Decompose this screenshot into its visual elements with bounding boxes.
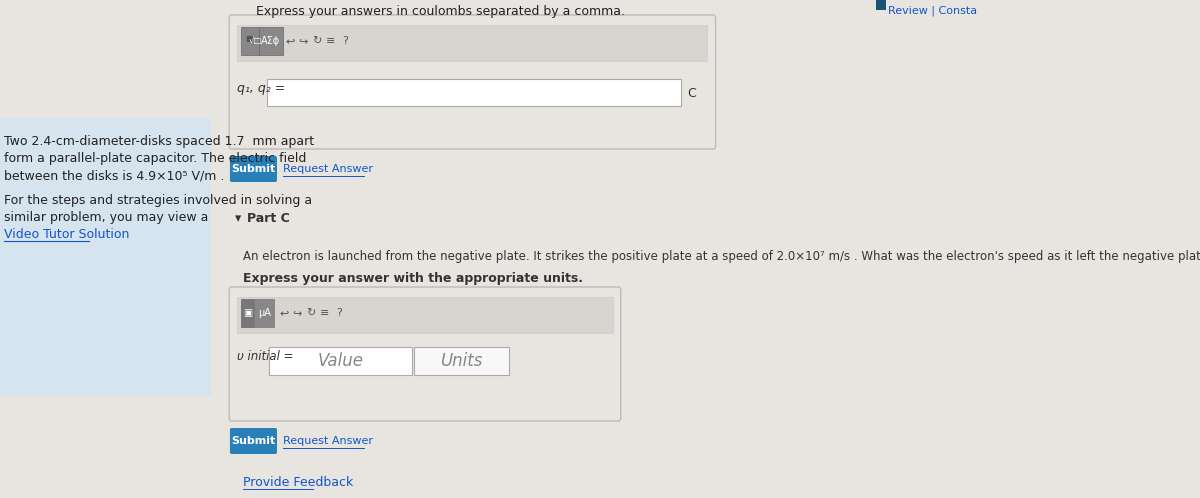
Text: AΣϕ: AΣϕ — [262, 36, 281, 46]
Text: ?: ? — [342, 36, 348, 46]
FancyBboxPatch shape — [236, 25, 707, 61]
FancyBboxPatch shape — [268, 79, 680, 106]
FancyBboxPatch shape — [230, 156, 277, 182]
Text: √□: √□ — [248, 36, 262, 45]
Text: ↪: ↪ — [293, 308, 302, 318]
Text: Request Answer: Request Answer — [283, 164, 373, 174]
Text: between the disks is 4.9×10⁵ V/m .: between the disks is 4.9×10⁵ V/m . — [4, 169, 224, 182]
Text: Value: Value — [318, 352, 364, 370]
Text: ▾: ▾ — [235, 212, 241, 225]
FancyBboxPatch shape — [229, 287, 620, 421]
Text: ↪: ↪ — [299, 36, 308, 46]
FancyBboxPatch shape — [414, 347, 509, 375]
Text: Provide Feedback: Provide Feedback — [242, 476, 353, 489]
Text: Units: Units — [440, 352, 482, 370]
Text: ≡: ≡ — [320, 308, 330, 318]
Text: ↻: ↻ — [306, 308, 316, 318]
Text: μA: μA — [258, 308, 270, 318]
FancyBboxPatch shape — [230, 428, 277, 454]
Text: Express your answers in coulombs separated by a comma.: Express your answers in coulombs separat… — [257, 5, 625, 18]
Text: q₁, q₂ =: q₁, q₂ = — [236, 82, 286, 95]
Text: Two 2.4-cm-diameter-disks spaced 1.7  mm apart: Two 2.4-cm-diameter-disks spaced 1.7 mm … — [4, 135, 314, 148]
Text: form a parallel-plate capacitor. The electric field: form a parallel-plate capacitor. The ele… — [4, 152, 306, 165]
Text: ■: ■ — [245, 34, 253, 43]
FancyBboxPatch shape — [259, 27, 283, 55]
FancyBboxPatch shape — [236, 297, 613, 333]
Text: ?: ? — [336, 308, 342, 318]
Text: similar problem, you may view a: similar problem, you may view a — [4, 211, 208, 224]
Text: ▣: ▣ — [242, 308, 252, 318]
Text: Request Answer: Request Answer — [283, 436, 373, 446]
FancyBboxPatch shape — [254, 299, 274, 327]
Text: Submit: Submit — [232, 436, 276, 446]
Text: ≡: ≡ — [326, 36, 336, 46]
Text: ↩: ↩ — [286, 36, 294, 46]
Text: ↻: ↻ — [312, 36, 322, 46]
Text: υ initial =: υ initial = — [236, 350, 293, 363]
Text: Express your answer with the appropriate units.: Express your answer with the appropriate… — [242, 272, 583, 285]
Bar — [876, 0, 886, 10]
Text: An electron is launched from the negative plate. It strikes the positive plate a: An electron is launched from the negativ… — [242, 250, 1200, 263]
Text: Part C: Part C — [247, 212, 290, 225]
FancyBboxPatch shape — [240, 299, 254, 327]
FancyBboxPatch shape — [0, 118, 211, 396]
FancyBboxPatch shape — [240, 27, 259, 55]
Text: C: C — [686, 87, 696, 100]
Text: Video Tutor Solution: Video Tutor Solution — [4, 228, 130, 241]
FancyBboxPatch shape — [269, 347, 412, 375]
Text: Submit: Submit — [232, 164, 276, 174]
Text: For the steps and strategies involved in solving a: For the steps and strategies involved in… — [4, 194, 312, 207]
FancyBboxPatch shape — [229, 15, 715, 149]
Text: ↩: ↩ — [280, 308, 288, 318]
Text: Review | Consta: Review | Consta — [888, 5, 977, 15]
